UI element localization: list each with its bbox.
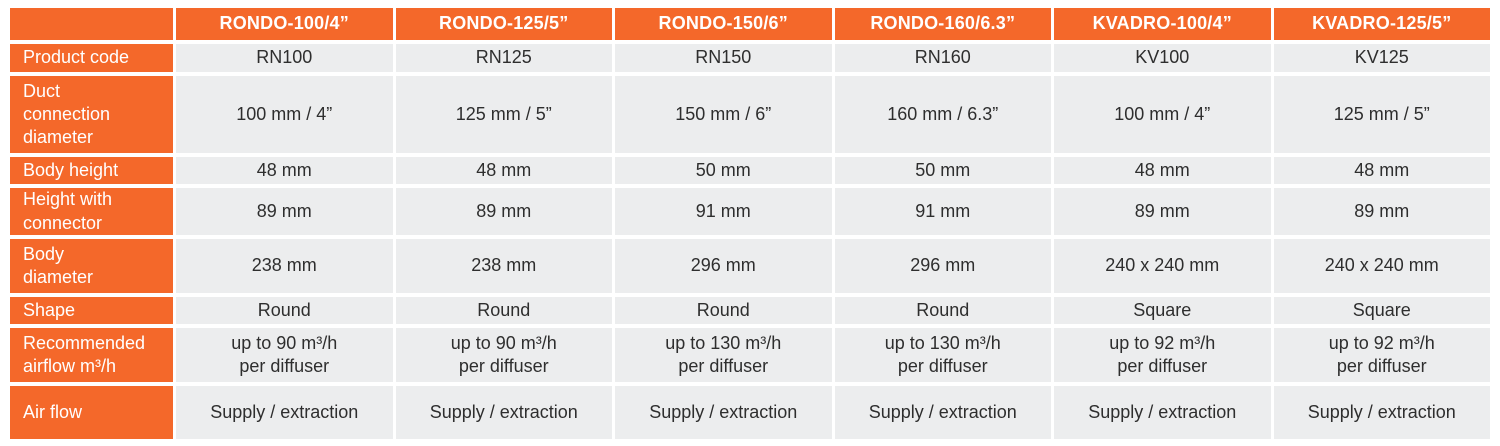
row-label: Body diameter <box>10 239 173 293</box>
table-cell: Supply / extraction <box>834 386 1051 439</box>
table-cell: 100 mm / 4” <box>176 76 393 153</box>
table-cell: 89 mm <box>395 188 612 235</box>
row-label: Height with connector <box>10 188 173 235</box>
column-header: RONDO-100/4” <box>176 8 393 40</box>
table-cell: 50 mm <box>615 157 832 184</box>
column-header: KVADRO-100/4” <box>1054 8 1271 40</box>
table-cell: 91 mm <box>834 188 1051 235</box>
table-cell: RN100 <box>176 44 393 72</box>
table-cell: 238 mm <box>176 239 393 293</box>
table-cell: up to 90 m³/h per diffuser <box>395 328 612 382</box>
table-cell: 91 mm <box>615 188 832 235</box>
table-cell: up to 92 m³/h per diffuser <box>1054 328 1271 382</box>
table-cell: Supply / extraction <box>176 386 393 439</box>
row-label: Recommended airflow m³/h <box>10 328 173 382</box>
table-cell: 125 mm / 5” <box>395 76 612 153</box>
table-cell: Round <box>615 297 832 324</box>
table-cell: 150 mm / 6” <box>615 76 832 153</box>
row-label: Shape <box>10 297 173 324</box>
table-cell: 89 mm <box>1054 188 1271 235</box>
table-cell: Supply / extraction <box>395 386 612 439</box>
row-label: Air flow <box>10 386 173 439</box>
table-cell: 240 x 240 mm <box>1273 239 1490 293</box>
table-cell: 50 mm <box>834 157 1051 184</box>
spec-table: RONDO-100/4” RONDO-125/5” RONDO-150/6” ROND… <box>10 8 1490 439</box>
table-cell: Round <box>834 297 1051 324</box>
column-header: RONDO-125/5” <box>395 8 612 40</box>
table-cell: Round <box>176 297 393 324</box>
table-cell: RN150 <box>615 44 832 72</box>
table-cell: Supply / extraction <box>1273 386 1490 439</box>
table-cell: Supply / extraction <box>1054 386 1271 439</box>
table-cell: 48 mm <box>1273 157 1490 184</box>
table-cell: KV100 <box>1054 44 1271 72</box>
table-cell: 89 mm <box>176 188 393 235</box>
table-cell: RN160 <box>834 44 1051 72</box>
row-label: Product code <box>10 44 173 72</box>
table-cell: 238 mm <box>395 239 612 293</box>
table-cell: 48 mm <box>395 157 612 184</box>
table-cell: up to 130 m³/h per diffuser <box>615 328 832 382</box>
table-cell: Square <box>1273 297 1490 324</box>
table-cell: 125 mm / 5” <box>1273 76 1490 153</box>
column-header: RONDO-160/6.3” <box>834 8 1051 40</box>
table-cell: 48 mm <box>1054 157 1271 184</box>
row-label: Body height <box>10 157 173 184</box>
table-cell: up to 130 m³/h per diffuser <box>834 328 1051 382</box>
table-cell: 48 mm <box>176 157 393 184</box>
table-cell: 89 mm <box>1273 188 1490 235</box>
table-cell: Square <box>1054 297 1271 324</box>
table-cell: Round <box>395 297 612 324</box>
column-header: RONDO-150/6” <box>615 8 832 40</box>
table-cell: 296 mm <box>615 239 832 293</box>
table-cell: up to 90 m³/h per diffuser <box>176 328 393 382</box>
table-cell: KV125 <box>1273 44 1490 72</box>
row-label: Duct connection diameter <box>10 76 173 153</box>
corner-cell <box>10 8 173 40</box>
table-cell: Supply / extraction <box>615 386 832 439</box>
column-header: KVADRO-125/5” <box>1273 8 1490 40</box>
table-cell: 100 mm / 4” <box>1054 76 1271 153</box>
table-cell: up to 92 m³/h per diffuser <box>1273 328 1490 382</box>
table-cell: 160 mm / 6.3” <box>834 76 1051 153</box>
table-cell: 296 mm <box>834 239 1051 293</box>
table-cell: 240 x 240 mm <box>1054 239 1271 293</box>
table-cell: RN125 <box>395 44 612 72</box>
